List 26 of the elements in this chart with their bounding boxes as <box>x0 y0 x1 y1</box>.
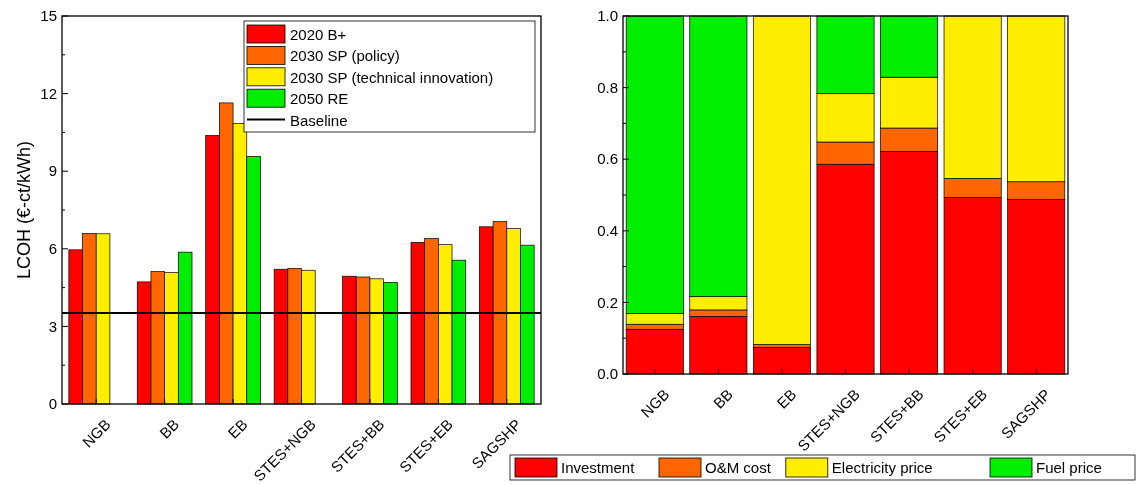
x-tick-label: BB <box>156 415 183 442</box>
y-tick-label: 0 <box>48 395 57 413</box>
y-tick-label: 6 <box>48 240 57 258</box>
y-tick-label: 0.6 <box>597 150 618 168</box>
legend-label: 2050 RE <box>290 90 349 108</box>
legend-label: O&M cost <box>705 459 772 476</box>
y-tick-label: 15 <box>40 7 57 25</box>
y-tick-label: 3 <box>48 317 57 335</box>
y-tick-label: 9 <box>48 162 57 180</box>
y-tick-label: 0.4 <box>597 222 618 240</box>
legend-label: Electricity price <box>831 459 933 476</box>
y-tick-label: 12 <box>40 84 57 102</box>
y-tick-label: 0.8 <box>597 78 618 96</box>
x-tick-label: BB <box>709 385 736 412</box>
legend-label: Fuel price <box>1036 459 1102 476</box>
legend-label: Baseline <box>290 111 348 129</box>
y-axis-title: LCOH (€-ct/kWh) <box>14 140 34 280</box>
legend-label: 2030 SP (technical innovation) <box>290 68 494 86</box>
legend-label: 2020 B+ <box>290 26 347 43</box>
y-tick-label: 0.2 <box>597 293 618 311</box>
x-tick-label: EB <box>773 385 800 412</box>
legend-label: 2030 SP (policy) <box>290 47 400 65</box>
y-tick-label: 1.0 <box>597 7 618 25</box>
legend-label: Investment <box>561 459 636 476</box>
x-tick-label: EB <box>224 415 251 442</box>
y-tick-label: 0.0 <box>597 365 618 383</box>
